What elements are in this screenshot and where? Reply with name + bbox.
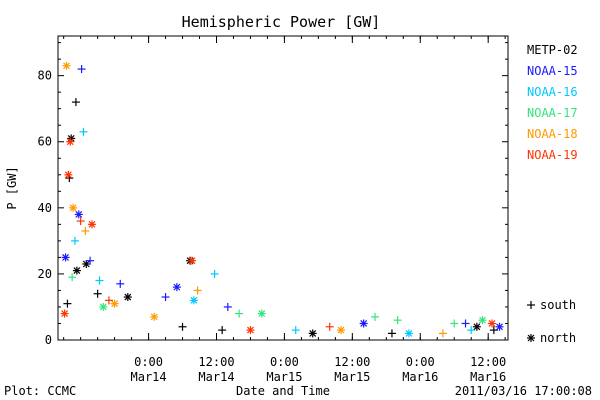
y-tick-label: 20: [38, 267, 52, 281]
data-point: [79, 127, 88, 136]
x-tick-label-time: 0:00: [270, 355, 299, 369]
legend-item: METP-02: [527, 43, 578, 57]
data-point: [71, 98, 80, 107]
data-point: [218, 326, 227, 335]
data-point: [72, 266, 81, 275]
plot-area-frame: [57, 35, 509, 341]
hemisphere-legend: south north: [527, 298, 576, 345]
data-point: [64, 170, 73, 179]
data-point: [81, 226, 90, 235]
x-tick-label-time: 0:00: [406, 355, 435, 369]
legend-item: NOAA-16: [527, 85, 578, 99]
data-point: [308, 329, 317, 338]
data-point: [450, 319, 459, 328]
data-point: [235, 309, 244, 318]
data-point: [495, 322, 504, 331]
x-tick-label-time: 12:00: [334, 355, 370, 369]
data-point: [77, 65, 86, 74]
y-tick-label: 40: [38, 201, 52, 215]
footer-timestamp: 2011/03/16 17:00:08: [455, 384, 592, 398]
y-tick-label: 0: [45, 333, 52, 347]
x-tick-label-time: 0:00: [134, 355, 163, 369]
data-point: [87, 220, 96, 229]
data-point: [472, 322, 481, 331]
data-point: [66, 137, 75, 146]
data-point: [93, 289, 102, 298]
data-point: [246, 326, 255, 335]
data-point: [82, 260, 91, 268]
y-axis-label: P [GW]: [5, 166, 19, 209]
data-point: [161, 293, 170, 302]
data-point: [74, 210, 83, 219]
data-point: [193, 286, 202, 295]
data-point: [291, 326, 300, 335]
legend-item: NOAA-19: [527, 148, 578, 162]
north-marker: [527, 334, 535, 342]
data-point: [223, 302, 232, 311]
data-point: [104, 296, 113, 305]
data-point: [95, 276, 104, 285]
data-point: [489, 326, 498, 335]
x-tick-label-date: Mar16: [470, 370, 506, 384]
hemisphere-legend-label: south: [540, 298, 576, 312]
data-point: [478, 316, 487, 325]
data-point: [189, 296, 198, 305]
data-point: [467, 326, 476, 335]
data-point: [210, 269, 219, 278]
y-tick-label: 80: [38, 69, 52, 83]
data-point: [370, 312, 379, 321]
data-point: [116, 279, 125, 288]
data-point: [359, 319, 368, 328]
data-point: [68, 273, 77, 282]
data-point: [62, 61, 71, 70]
data-point: [61, 253, 70, 262]
data-point: [99, 302, 108, 311]
data-point: [438, 329, 447, 338]
data-points: [60, 61, 504, 338]
data-point: [387, 329, 396, 338]
chart-title: Hemispheric Power [GW]: [182, 13, 381, 31]
data-point: [172, 283, 181, 292]
x-tick-label-date: Mar14: [198, 370, 234, 384]
south-marker: [527, 301, 535, 309]
data-point: [337, 326, 346, 335]
legend-item: NOAA-15: [527, 64, 578, 78]
data-point: [123, 293, 132, 302]
data-point: [187, 256, 196, 265]
hemisphere-legend-label: north: [540, 331, 576, 345]
data-point: [86, 256, 95, 265]
x-axis-ticks: 0:00Mar1412:00Mar140:00Mar1512:00Mar150:…: [63, 36, 506, 384]
series-legend: METP-02 NOAA-15 NOAA-16 NOAA-17 NOAA-18 NOAA-…: [527, 43, 578, 162]
data-point: [461, 319, 470, 328]
x-tick-label-date: Mar16: [402, 370, 438, 384]
data-point: [63, 299, 72, 308]
data-point: [69, 203, 78, 212]
y-axis-ticks: 0 20 40 60 80: [38, 42, 508, 347]
x-tick-label-date: Mar15: [334, 370, 370, 384]
data-point: [487, 319, 496, 328]
x-tick-label-time: 12:00: [470, 355, 506, 369]
data-point: [393, 316, 402, 325]
x-tick-label-date: Mar14: [131, 370, 167, 384]
data-point: [70, 236, 79, 245]
data-point: [150, 312, 159, 321]
data-point: [110, 299, 119, 308]
footer-credit: Plot: CCMC: [4, 384, 76, 398]
x-tick-label-date: Mar15: [266, 370, 302, 384]
legend-item: NOAA-17: [527, 106, 578, 120]
y-tick-label: 60: [38, 135, 52, 149]
legend-item: NOAA-18: [527, 127, 578, 141]
data-point: [178, 322, 187, 331]
data-point: [257, 309, 266, 318]
data-point: [76, 217, 85, 226]
data-point: [404, 329, 413, 338]
x-tick-label-time: 12:00: [198, 355, 234, 369]
data-point: [60, 309, 69, 318]
x-axis-label: Date and Time: [236, 384, 330, 398]
data-point: [325, 322, 334, 331]
